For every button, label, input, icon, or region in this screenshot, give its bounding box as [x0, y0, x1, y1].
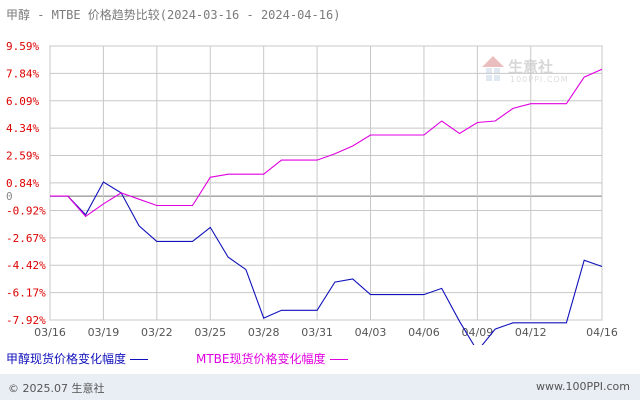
- x-tick-label: 03/22: [141, 326, 173, 339]
- x-tick-label: 04/12: [515, 326, 547, 339]
- y-tick-label: -2.67%: [6, 232, 46, 245]
- x-tick-label: 03/28: [248, 326, 280, 339]
- y-tick-label: 7.84%: [6, 67, 39, 80]
- legend-label-methanol: 甲醇现货价格变化幅度: [6, 352, 127, 366]
- x-tick-label: 03/19: [88, 326, 120, 339]
- copyright-text: © 2025.07 生意社: [8, 382, 105, 395]
- y-tick-label: -6.17%: [6, 287, 46, 300]
- y-tick-label: 4.34%: [6, 122, 39, 135]
- y-tick-label: 0.84%: [6, 177, 39, 190]
- legend-swatch-methanol: [130, 359, 149, 360]
- x-tick-label: 04/03: [355, 326, 387, 339]
- legend-mtbe: MTBE现货价格变化幅度: [196, 350, 348, 367]
- x-tick-label: 04/06: [408, 326, 440, 339]
- y-tick-label: 9.59%: [6, 40, 39, 53]
- x-tick-label: 03/25: [194, 326, 226, 339]
- site-link[interactable]: www.100PPI.com: [536, 380, 630, 393]
- y-tick-label: 2.59%: [6, 150, 39, 163]
- y-tick-label: -7.92%: [6, 314, 46, 327]
- watermark-sub: 100PPI.COM: [510, 75, 569, 84]
- x-tick-label: 03/31: [301, 326, 333, 339]
- footer-bar: © 2025.07 生意社 www.100PPI.com: [0, 374, 640, 400]
- series-line-mtbe: [50, 68, 603, 218]
- legend-methanol: 甲醇现货价格变化幅度: [6, 350, 149, 367]
- legend-label-mtbe: MTBE现货价格变化幅度: [196, 352, 326, 366]
- y-tick-label: 0: [6, 190, 13, 203]
- x-tick-label: 04/16: [586, 326, 618, 339]
- chart-title: 甲醇 - MTBE 价格趋势比较(2024-03-16 - 2024-04-16…: [6, 8, 341, 22]
- y-tick-label: -4.42%: [6, 259, 46, 272]
- line-chart: 9.59% 7.84% 6.09% 4.34% 2.59% 0.84%0-0.92% -2.…: [6, 40, 618, 345]
- y-tick-label: -0.92%: [6, 204, 46, 217]
- series-line-methanol: [50, 181, 603, 345]
- legend-swatch-mtbe: [329, 359, 348, 360]
- house-logo-icon: [482, 56, 504, 81]
- x-tick-label: 03/16: [34, 326, 66, 339]
- y-tick-label: 6.09%: [6, 95, 39, 108]
- x-tick-label: 04/09: [462, 326, 494, 339]
